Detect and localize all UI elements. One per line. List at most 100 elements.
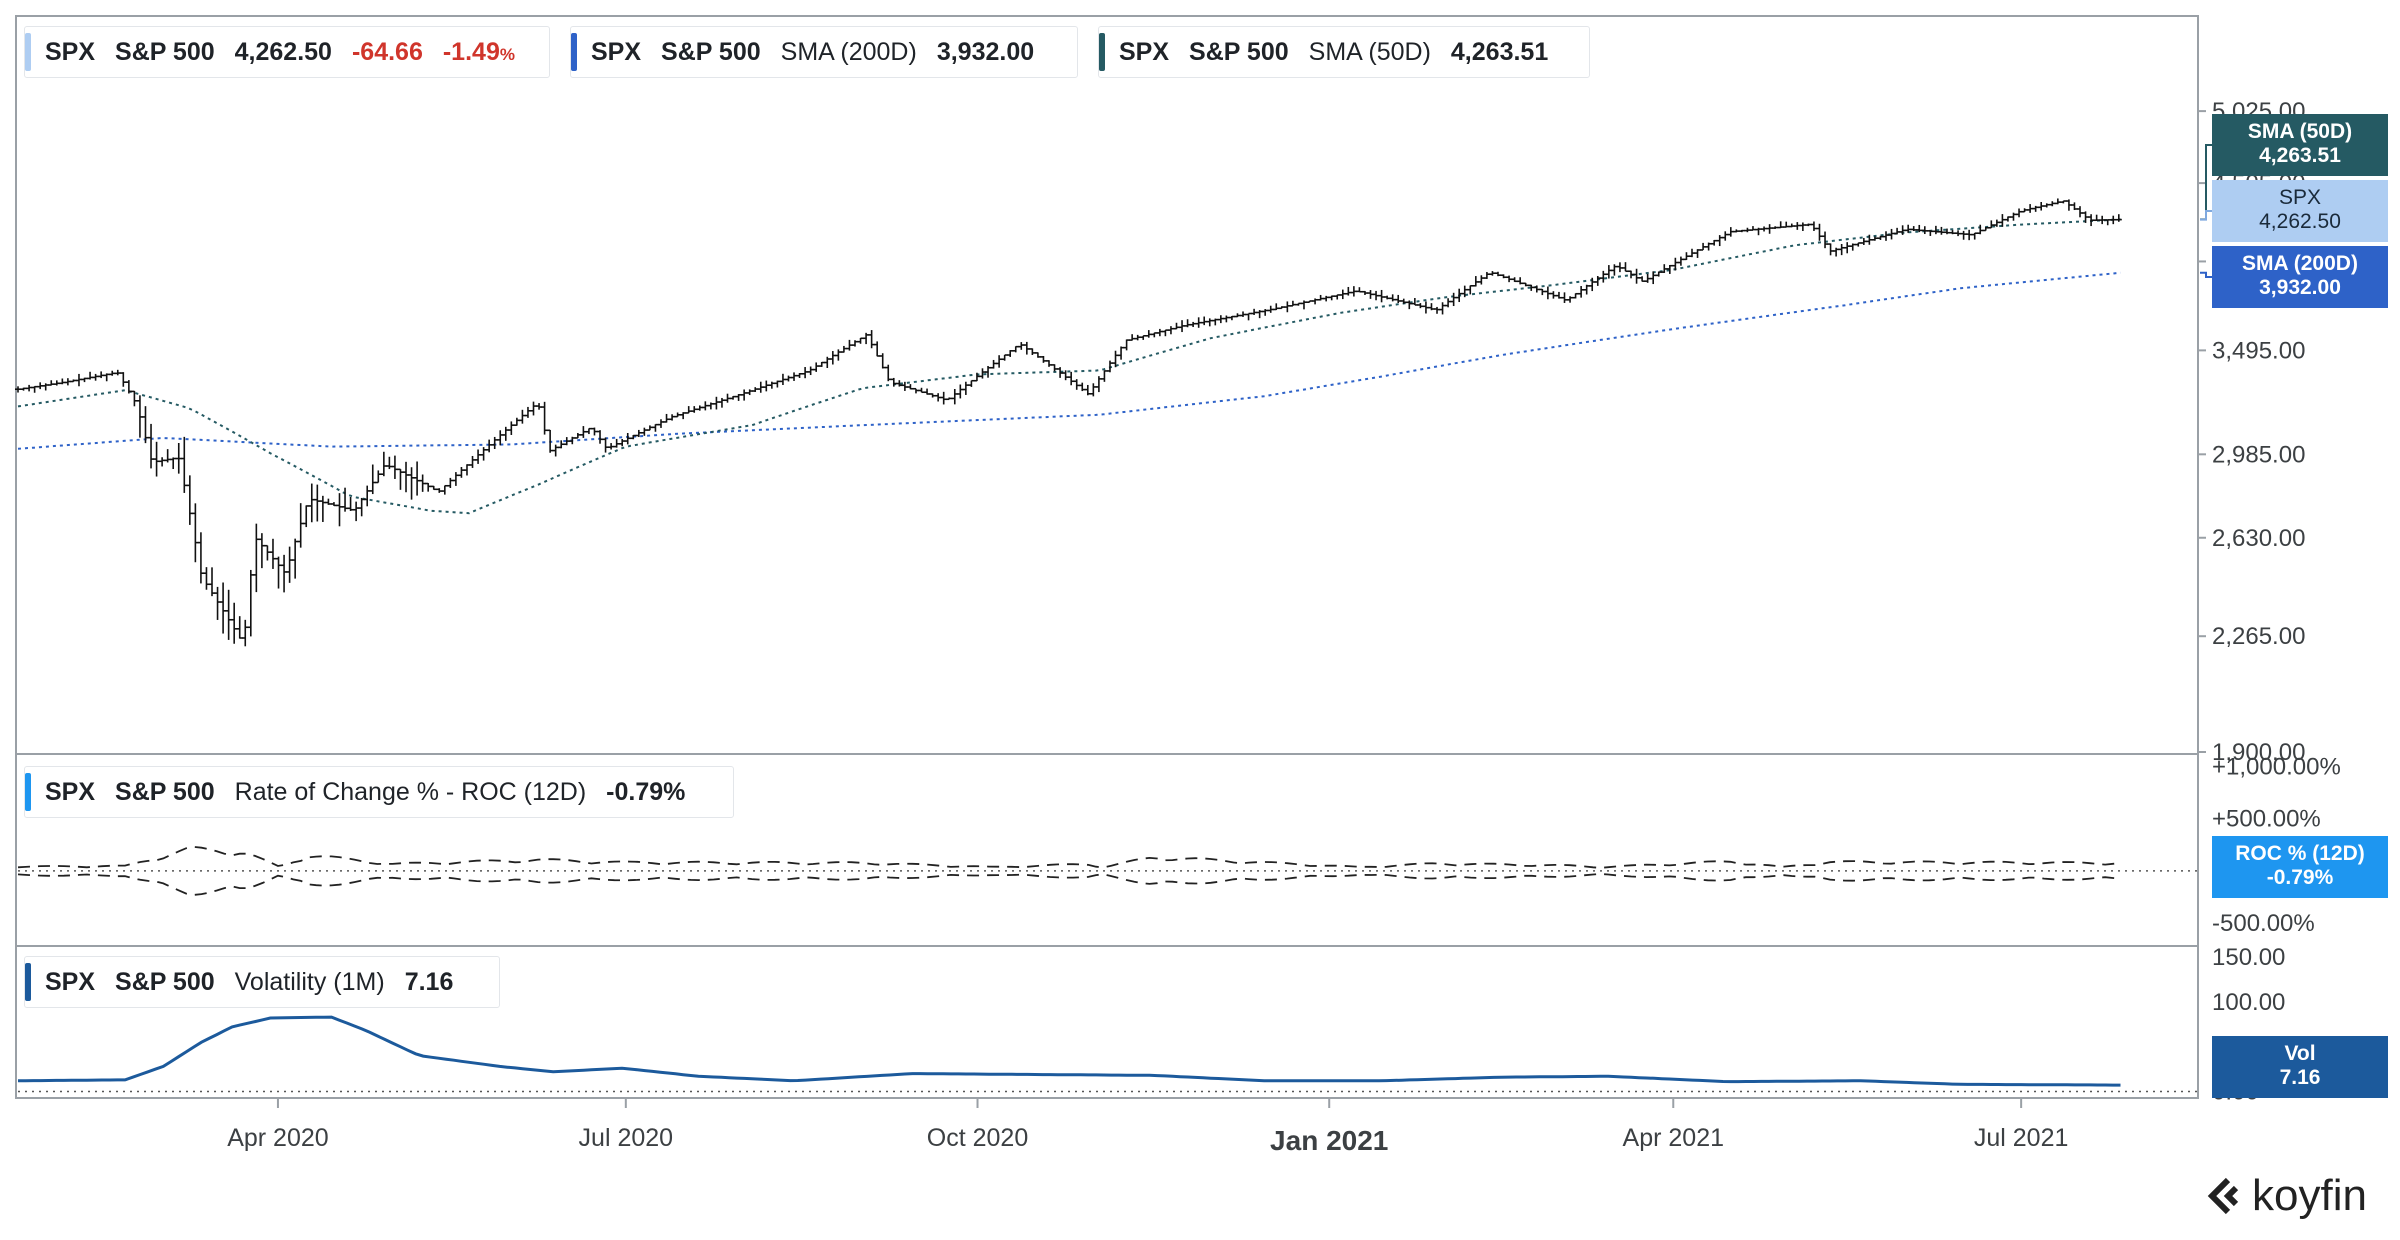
ohlc-bar	[1511, 277, 1518, 283]
ohlc-bar	[1616, 262, 1623, 273]
ohlc-bar	[1583, 284, 1590, 295]
ohlc-bar	[2071, 202, 2078, 211]
ohlc-bar	[1910, 226, 1917, 231]
koyfin-mark-icon	[2207, 1177, 2239, 1215]
ohlc-bar	[31, 385, 38, 393]
ohlc-bar	[314, 484, 321, 522]
ohlc-bar	[1273, 303, 1280, 311]
koyfin-logo[interactable]: koyfin	[2206, 1168, 2367, 1224]
ohlc-bar	[1666, 264, 1673, 274]
ohlc-bar	[536, 403, 543, 410]
ohlc-bar	[591, 427, 598, 436]
legend-price[interactable]: SPX S&P 500 4,262.50 -64.66 -1.49%	[24, 26, 550, 78]
ohlc-bar	[541, 401, 548, 435]
ohlc-bar	[1888, 228, 1895, 240]
legend-sma200[interactable]: SPX S&P 500 SMA (200D) 3,932.00	[570, 26, 1078, 78]
ohlc-bar	[1578, 286, 1585, 298]
ohlc-bar	[746, 389, 753, 396]
ohlc-bar	[669, 414, 676, 421]
x-tick-label: Apr 2020	[227, 1124, 328, 1152]
ohlc-bar	[1694, 249, 1701, 258]
ohlc-bar	[608, 443, 615, 450]
ohlc-bar	[680, 412, 687, 420]
ohlc-bar	[968, 379, 975, 387]
ohlc-bar	[192, 503, 199, 563]
ohlc-bar	[1295, 302, 1302, 306]
tag-value: 4,263.51	[2259, 144, 2341, 167]
ohlc-bar	[2099, 215, 2106, 225]
ohlc-bar	[1650, 271, 1657, 285]
ohlc-bar	[1738, 229, 1745, 233]
ohlc-bar	[1145, 330, 1152, 338]
ohlc-bar	[1400, 298, 1407, 304]
ohlc-bar	[1062, 370, 1069, 381]
ohlc-bar	[403, 461, 410, 493]
ohlc-bar	[1306, 300, 1313, 303]
ohlc-bar	[491, 436, 498, 450]
ohlc-bar	[1234, 313, 1241, 318]
ohlc-bar	[1051, 364, 1058, 372]
ohlc-bar	[1389, 294, 1396, 302]
ohlc-bar	[1517, 277, 1524, 285]
ohlc-bar	[391, 455, 398, 479]
tag-roc: ROC % (12D) -0.79%	[2212, 836, 2388, 898]
panel-frames	[15, 15, 2199, 1099]
legend-vol[interactable]: SPX S&P 500 Volatility (1M) 7.16	[24, 956, 500, 1008]
ohlc-bar	[269, 538, 276, 569]
x-tick-label: Apr 2021	[1623, 1124, 1724, 1152]
ohlc-bar	[475, 449, 482, 464]
tag-label: ROC % (12D)	[2235, 842, 2365, 865]
volatility-line	[17, 1015, 2121, 1087]
legend-symbol: SPX	[45, 37, 96, 66]
legend-name: S&P 500	[115, 967, 215, 996]
legend-symbol: SPX	[45, 967, 96, 996]
ohlc-bar	[613, 438, 620, 448]
ohlc-bar	[1755, 227, 1762, 236]
legend-change-pct: -1.49%	[442, 37, 515, 66]
ohlc-bar	[308, 483, 315, 523]
ohlc-bar	[1977, 224, 1984, 235]
ohlc-bar	[1783, 221, 1790, 228]
ohlc-bar	[375, 470, 382, 484]
ohlc-bar	[851, 340, 858, 347]
ohlc-bar	[1788, 223, 1795, 228]
ohlc-bar	[330, 502, 337, 507]
sma-50d-path	[17, 218, 2121, 515]
ohlc-bar	[1822, 231, 1829, 249]
ohlc-bar	[1744, 227, 1751, 233]
ohlc-bar	[1567, 296, 1574, 303]
ohlc-bar	[1129, 334, 1136, 341]
ohlc-bar	[979, 368, 986, 379]
ohlc-bar	[1816, 223, 1823, 241]
ohlc-bar	[247, 569, 254, 637]
ohlc-bar	[1095, 376, 1102, 393]
legend-value: 3,932.00	[936, 37, 1035, 66]
legend-indicator: SMA (200D)	[780, 37, 917, 66]
ohlc-bar	[1555, 291, 1562, 299]
ohlc-bar	[1184, 319, 1191, 328]
ohlc-bar	[1539, 288, 1546, 296]
ohlc-bar	[1661, 264, 1668, 273]
ohlc-bar	[2010, 212, 2017, 221]
ohlc-bar	[2043, 203, 2050, 208]
ohlc-bar	[1489, 271, 1496, 276]
ohlc-bar	[1993, 219, 2000, 227]
ohlc-bar	[1589, 277, 1596, 292]
ohlc-bar	[990, 359, 997, 369]
legend-sma50[interactable]: SPX S&P 500 SMA (50D) 4,263.51	[1098, 26, 1590, 78]
ohlc-bar	[807, 366, 814, 376]
ohlc-bar	[1855, 242, 1862, 247]
ohlc-bar	[779, 373, 786, 386]
ohlc-bar	[92, 373, 99, 381]
ohlc-bar	[2021, 208, 2028, 213]
ohlc-bar	[1600, 270, 1607, 283]
ohlc-bar	[48, 380, 55, 386]
ohlc-bar	[1079, 382, 1086, 392]
ohlc-bar	[1228, 315, 1235, 321]
ohlc-bar	[1018, 342, 1025, 350]
ohlc-bar	[469, 455, 476, 468]
ohlc-bar	[81, 377, 88, 383]
ohlc-bar	[2032, 205, 2039, 212]
legend-roc[interactable]: SPX S&P 500 Rate of Change % - ROC (12D)…	[24, 766, 734, 818]
ohlc-bar	[1932, 225, 1939, 235]
